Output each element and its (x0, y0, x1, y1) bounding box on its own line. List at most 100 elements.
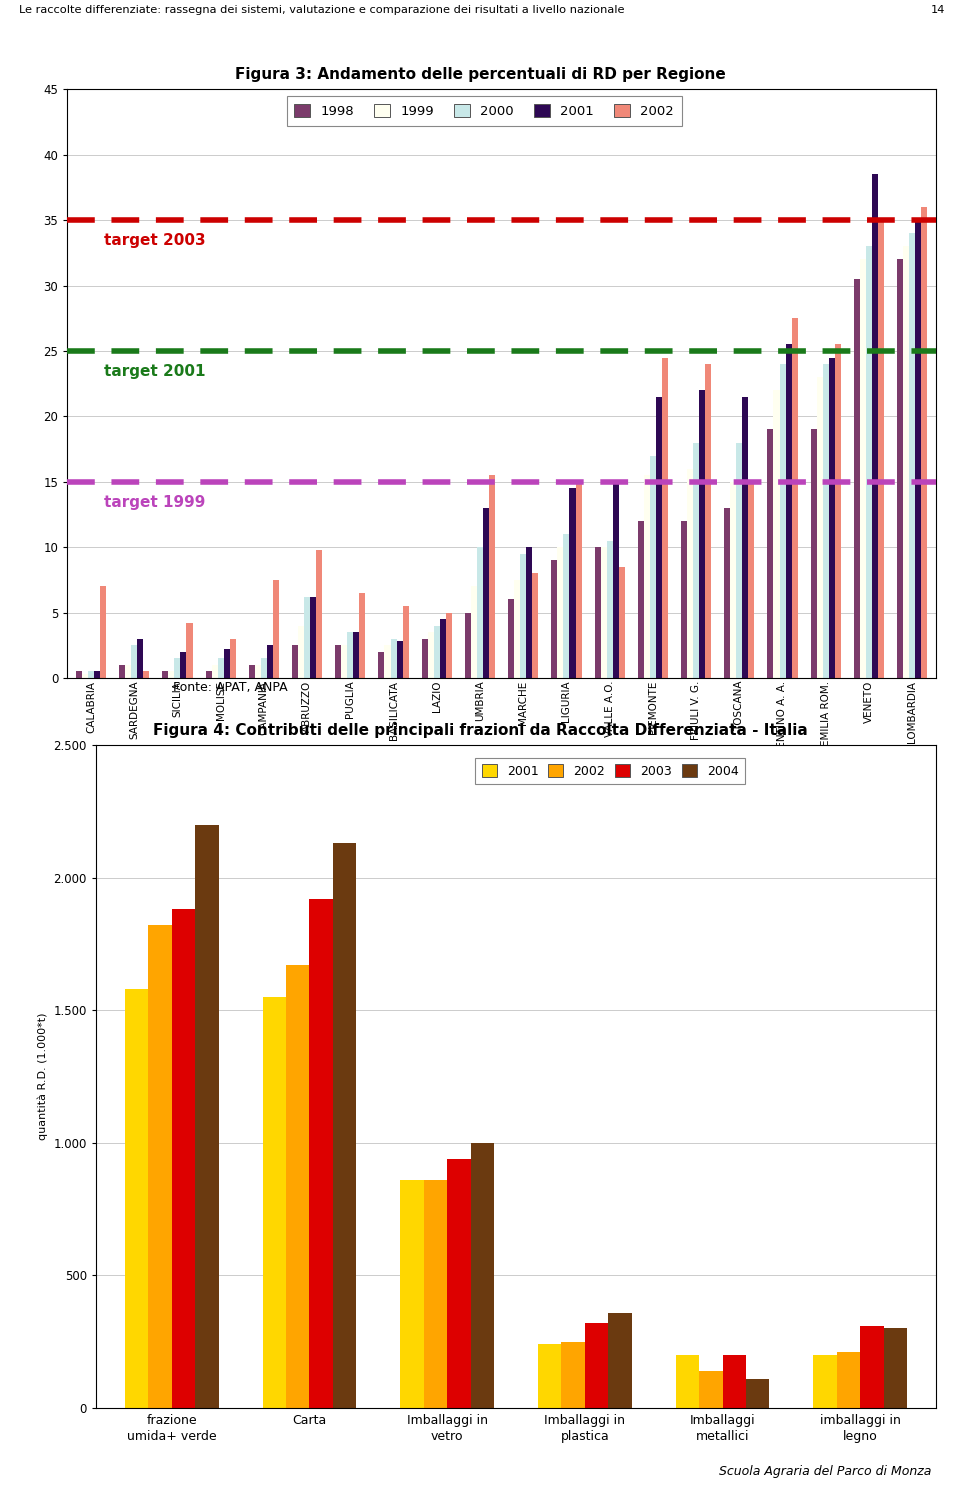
Bar (273, 580, 279, 678)
Bar (175, 659, 180, 678)
Bar (423, 1180, 447, 1408)
Text: Figura 3: Andamento delle percentuali di RD per Regione: Figura 3: Andamento delle percentuali di… (234, 67, 726, 82)
Bar (470, 1143, 494, 1408)
Bar (813, 1354, 837, 1408)
Bar (607, 541, 612, 678)
Bar (224, 650, 229, 678)
Bar (477, 547, 483, 678)
Bar (780, 364, 785, 678)
Bar (681, 522, 687, 678)
Bar (878, 221, 884, 678)
Bar (440, 620, 445, 678)
Bar (866, 246, 872, 678)
Bar (261, 659, 267, 678)
Bar (903, 246, 909, 678)
Bar (860, 259, 866, 678)
Bar (195, 824, 219, 1408)
Bar (333, 843, 356, 1408)
Legend: 1998, 1999, 2000, 2001, 2002: 1998, 1999, 2000, 2001, 2002 (287, 95, 682, 127)
Bar (817, 377, 823, 678)
Bar (100, 587, 107, 678)
Text: Le raccolte differenziate: rassegna dei sistemi, valutazione e comparazione dei : Le raccolte differenziate: rassegna dei … (19, 4, 625, 15)
Text: target 2001: target 2001 (104, 364, 205, 378)
Bar (267, 645, 273, 678)
Bar (585, 1323, 609, 1408)
Bar (922, 207, 927, 678)
Bar (143, 672, 150, 678)
Bar (601, 547, 607, 678)
Bar (348, 632, 353, 678)
Bar (82, 673, 88, 678)
Bar (687, 469, 693, 678)
Bar (172, 909, 195, 1408)
Bar (384, 645, 391, 678)
Bar (447, 1159, 470, 1408)
Bar (125, 665, 132, 678)
Bar (785, 344, 792, 678)
Text: 14: 14 (931, 4, 946, 15)
Bar (810, 429, 817, 678)
Bar (400, 1180, 423, 1408)
Bar (205, 672, 211, 678)
Bar (551, 560, 558, 678)
Bar (137, 639, 143, 678)
Bar (915, 221, 922, 678)
Bar (742, 396, 749, 678)
Bar (872, 174, 878, 678)
Bar (508, 599, 515, 678)
Text: target 1999: target 1999 (104, 495, 205, 510)
Bar (218, 659, 224, 678)
Bar (88, 672, 94, 678)
Bar (835, 344, 841, 678)
Bar (676, 1354, 699, 1408)
Bar (434, 626, 440, 678)
Bar (662, 358, 668, 678)
Bar (378, 651, 384, 678)
Text: target 2003: target 2003 (104, 234, 205, 249)
Bar (428, 632, 434, 678)
Bar (304, 597, 310, 678)
Bar (853, 279, 860, 678)
Bar (637, 522, 644, 678)
Bar (774, 390, 780, 678)
Bar (162, 672, 168, 678)
Bar (699, 390, 706, 678)
Bar (526, 547, 532, 678)
Bar (292, 645, 298, 678)
Bar (909, 234, 915, 678)
Bar (699, 1371, 723, 1408)
Bar (483, 508, 489, 678)
Bar (335, 645, 341, 678)
Bar (650, 456, 656, 678)
Bar (693, 443, 699, 678)
Bar (445, 612, 452, 678)
Bar (828, 358, 835, 678)
Bar (594, 547, 601, 678)
Bar (860, 1326, 883, 1408)
Bar (391, 639, 396, 678)
Bar (396, 641, 402, 678)
Bar (249, 665, 254, 678)
Bar (767, 429, 774, 678)
Bar (125, 989, 149, 1408)
Bar (180, 651, 186, 678)
Bar (731, 481, 736, 678)
Bar (359, 593, 366, 678)
Bar (421, 639, 428, 678)
Bar (186, 623, 193, 678)
Bar (471, 587, 477, 678)
Bar (564, 533, 569, 678)
Bar (746, 1378, 769, 1408)
Bar (897, 259, 903, 678)
Bar (569, 489, 575, 678)
Bar (706, 364, 711, 678)
Bar (558, 547, 564, 678)
Bar (823, 364, 828, 678)
Bar (298, 626, 304, 678)
Bar (310, 597, 316, 678)
Text: Fonte: APAT, ANPA: Fonte: APAT, ANPA (173, 681, 287, 694)
Bar (749, 481, 755, 678)
Bar (538, 1344, 562, 1408)
Y-axis label: quantità R.D. (1.000*t): quantità R.D. (1.000*t) (37, 1013, 48, 1140)
Bar (489, 475, 495, 678)
